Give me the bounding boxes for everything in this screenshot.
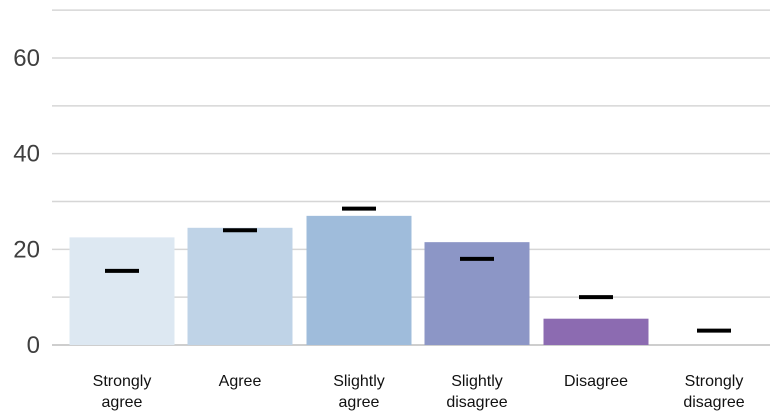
x-category-label: Strongly disagree — [683, 373, 744, 411]
x-category-label-line: agree — [102, 394, 143, 411]
bar — [69, 237, 175, 345]
x-category-label-line: Slightly — [451, 373, 503, 390]
y-tick-label: 60 — [13, 45, 40, 72]
reference-markers — [105, 206, 731, 333]
x-category-label: Strongly agree — [93, 373, 152, 411]
x-category-label-line: Agree — [219, 373, 262, 390]
x-category-label-line: Strongly — [685, 373, 744, 390]
y-tick-label: 20 — [13, 236, 40, 263]
x-category-label: Agree — [219, 373, 262, 390]
bar — [187, 227, 293, 345]
bar — [306, 215, 412, 345]
bars — [69, 215, 649, 345]
bar — [543, 318, 649, 345]
x-category-label-line: Disagree — [564, 373, 628, 390]
x-category-label: Slightly disagree — [446, 373, 507, 411]
x-category-label: Disagree — [564, 373, 628, 390]
x-category-label-line: Slightly — [333, 373, 385, 390]
x-category-label-line: disagree — [683, 394, 744, 411]
y-tick-label: 0 — [27, 332, 40, 359]
x-category-label-line: agree — [339, 394, 380, 411]
y-axis-ticks: 0 20 40 60 — [13, 45, 40, 359]
x-category-label-line: Strongly — [93, 373, 152, 390]
x-category-label: Slightly agree — [333, 373, 385, 411]
x-axis-labels: Strongly agree Agree Slightly agree Slightly d… — [93, 373, 745, 411]
x-category-label-line: disagree — [446, 394, 507, 411]
y-tick-label: 40 — [13, 141, 40, 168]
